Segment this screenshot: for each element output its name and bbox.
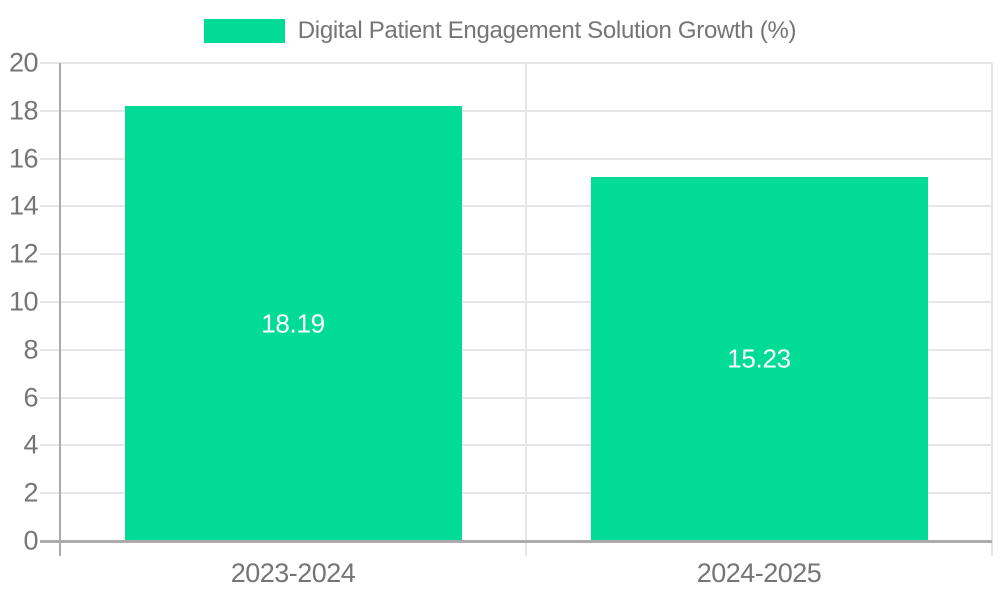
y-tick-label: 8	[23, 334, 38, 365]
y-tick-label: 16	[8, 143, 39, 174]
y-axis-labels: 0 2 4 6 8 10 12 14 16 18 20	[0, 49, 39, 554]
y-tick-label: 10	[8, 286, 39, 317]
y-tick-label: 0	[23, 525, 38, 556]
legend-label: Digital Patient Engagement Solution Grow…	[297, 17, 797, 44]
bar-value-label: 18.19	[261, 308, 325, 339]
y-tick-label: 14	[8, 190, 39, 221]
category-separator	[991, 63, 993, 556]
y-tick-label: 6	[23, 382, 38, 413]
x-axis-labels: 2023-2024 2024-2025	[60, 541, 992, 591]
y-axis-line	[59, 63, 61, 556]
h-gridline	[40, 396, 992, 399]
bar[interactable]	[124, 106, 462, 541]
h-gridline	[40, 109, 992, 112]
category-separator	[525, 63, 527, 556]
x-axis-line	[40, 540, 992, 543]
legend-swatch-icon	[203, 19, 285, 43]
h-gridline	[40, 253, 992, 256]
y-tick-label: 2	[23, 477, 38, 508]
y-tick-label: 18	[8, 95, 39, 126]
bar-value-label: 15.23	[727, 343, 791, 374]
h-gridline	[40, 205, 992, 208]
y-tick-label: 12	[8, 238, 39, 269]
h-gridline	[40, 301, 992, 303]
h-gridline	[40, 62, 992, 64]
y-tick-label: 20	[8, 47, 39, 78]
bar[interactable]	[590, 177, 928, 541]
x-tick-label: 2024-2025	[696, 558, 822, 588]
y-tick-label: 4	[23, 429, 38, 460]
plot-area: 18.19 15.23	[40, 62, 993, 556]
h-gridline	[40, 492, 992, 495]
legend[interactable]: Digital Patient Engagement Solution Grow…	[0, 17, 1000, 45]
x-tick-label: 2023-2024	[230, 558, 356, 588]
h-gridline	[40, 444, 992, 447]
h-gridline	[40, 348, 992, 351]
h-gridline	[40, 157, 992, 160]
